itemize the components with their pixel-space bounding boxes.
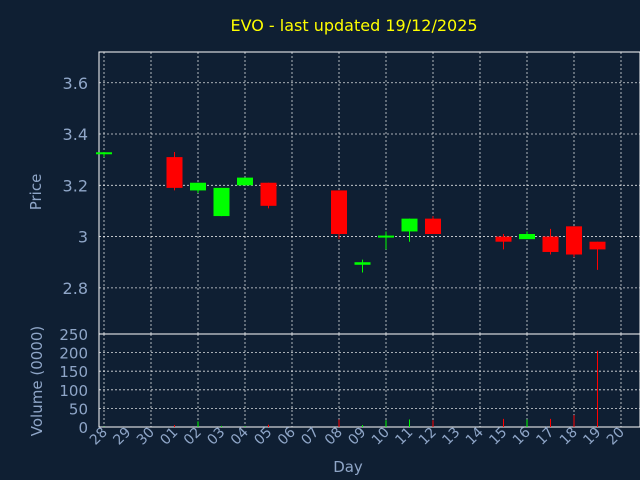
candle-down [425,218,441,235]
candle-down [566,226,582,255]
y-axis-title: Price [27,174,45,211]
day-tick-label: 19 [580,425,604,449]
price-panel [98,51,640,335]
volume-tick-label: 150 [59,363,88,381]
candle-up [354,262,371,265]
day-tick-label: 05 [251,425,275,449]
candle-up [96,152,112,155]
day-tick-label: 13 [439,425,463,449]
price-tick-label: 3 [78,228,88,247]
day-tick-label: 16 [510,424,534,448]
day-tick-label: 30 [134,425,158,449]
day-tick-label: 07 [298,425,322,449]
candle-down [542,236,559,252]
volume-axis-title: Volume (0000) [28,326,46,436]
day-tick-label: 06 [275,424,299,448]
candle-up [378,235,394,238]
price-tick-label: 3.6 [63,74,88,93]
day-tick-label: 03 [204,425,228,449]
day-tick-label: 09 [345,425,369,449]
candle-down [166,157,183,188]
candle-down [589,241,606,250]
day-tick-label: 02 [181,425,205,449]
day-tick-label: 01 [157,425,181,449]
day-tick-label: 10 [369,425,393,449]
volume-panel [98,333,640,428]
day-tick-label: 12 [416,425,440,449]
chart-title: EVO - last updated 19/12/2025 [230,16,477,35]
candle-down [260,182,277,206]
candle-up [519,234,535,240]
price-tick-label: 2.8 [63,279,88,298]
candle-up [401,218,418,232]
volume-tick-label: 100 [59,382,88,400]
day-tick-label: 04 [228,424,252,448]
volume-tick-label: 50 [69,400,88,418]
candle-up [237,177,253,186]
day-tick-label: 20 [604,425,628,449]
candle-layer [96,151,606,273]
day-tick-label: 18 [557,425,581,449]
grid-layer [99,52,640,427]
candle-down [331,190,347,235]
day-tick-label: 29 [110,425,134,449]
day-tick-label: 08 [322,425,346,449]
volume-layer [103,350,598,427]
day-tick-label: 14 [463,424,487,448]
volume-tick-label: 0 [78,419,88,437]
day-tick-label: 28 [87,425,111,449]
volume-tick-label: 250 [59,326,88,344]
x-axis-title: Day [333,458,363,476]
candle-up [190,182,206,191]
price-tick-label: 3.4 [63,125,88,144]
price-tick-label: 3.2 [63,176,88,195]
day-tick-label: 11 [392,425,416,449]
candle-down [495,236,512,242]
day-tick-label: 17 [533,425,557,449]
volume-tick-label: 200 [59,345,88,363]
candle-up [213,187,230,217]
day-tick-label: 15 [486,425,510,449]
